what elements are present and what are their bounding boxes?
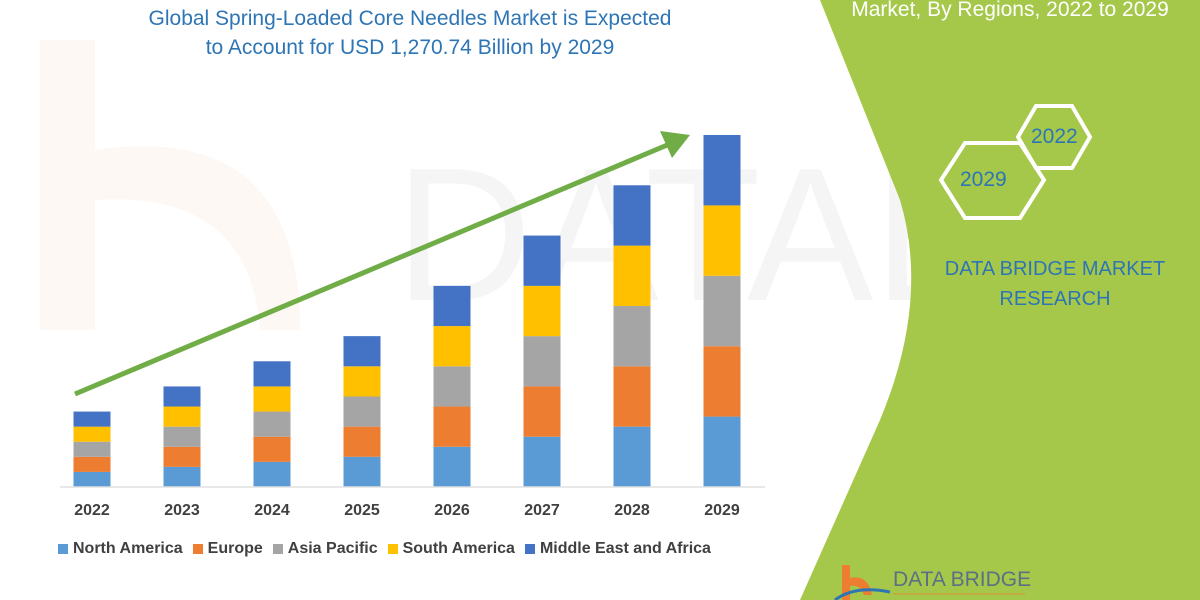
bar-segment-2023-4	[163, 386, 201, 407]
hex-label-2022: 2022	[1031, 125, 1078, 148]
bar-segment-2029-3	[703, 205, 741, 276]
bar-segment-2022-0	[73, 471, 111, 487]
logo-text: DATA BRIDGE	[893, 568, 1032, 591]
bar-segment-2028-2	[613, 305, 651, 367]
legend-item: Middle East and Africa	[524, 540, 711, 558]
bar-segment-2026-1	[433, 406, 471, 447]
bar-segment-2022-4	[73, 411, 111, 427]
bar-segment-2025-0	[343, 456, 381, 487]
bar-segment-2024-4	[253, 361, 291, 387]
bar-segment-2024-3	[253, 386, 291, 412]
legend: North America Europe Asia Pacific South Ame…	[58, 540, 711, 558]
bar-segment-2028-1	[613, 366, 651, 427]
panel-title: Market, By Regions, 2022 to 2029	[851, 0, 1169, 21]
legend-swatch	[272, 544, 283, 554]
bar-segment-2023-2	[163, 426, 201, 447]
legend-label: North America	[73, 540, 183, 557]
bar-segment-2026-2	[433, 366, 471, 407]
bar-segment-2023-0	[163, 466, 201, 487]
x-tick-label: 2027	[524, 502, 560, 519]
bar-segment-2025-4	[343, 336, 381, 367]
trend-arrow	[74, 140, 673, 397]
legend-label: South America	[402, 540, 515, 557]
legend-swatch	[192, 544, 203, 554]
stacked-bar-chart	[73, 135, 741, 487]
brand-line-2: RESEARCH	[999, 288, 1111, 310]
bar-segment-2026-3	[433, 326, 471, 367]
x-tick-label: 2026	[434, 502, 470, 519]
x-tick-label: 2022	[74, 502, 110, 519]
legend-label: Middle East and Africa	[539, 540, 711, 557]
bar-segment-2028-3	[613, 245, 651, 306]
bar-segment-2029-0	[703, 416, 741, 487]
bar-segment-2024-0	[253, 461, 291, 487]
bar-segment-2028-0	[613, 426, 651, 487]
logo-icon	[834, 565, 891, 600]
watermark-logo	[40, 40, 300, 330]
bar-segment-2026-0	[433, 446, 471, 487]
x-tick-label: 2028	[614, 502, 650, 519]
bar-segment-2022-3	[73, 426, 111, 442]
bar-segment-2029-4	[703, 135, 741, 206]
bar-segment-2022-2	[73, 441, 111, 457]
bar-segment-2024-2	[253, 411, 291, 437]
hexagon-2022	[1015, 104, 1093, 170]
bar-segment-2027-3	[523, 285, 561, 337]
bar-segment-2027-0	[523, 436, 561, 487]
legend-item: North America	[58, 540, 183, 558]
bar-segment-2027-1	[523, 386, 561, 437]
x-tick-label: 2023	[164, 502, 200, 519]
x-tick-label: 2029	[704, 502, 740, 519]
legend-item: South America	[387, 540, 515, 558]
right-green-panel	[800, 0, 1200, 600]
legend-swatch	[387, 544, 398, 554]
legend-item: Asia Pacific	[272, 540, 378, 558]
legend-swatch	[524, 544, 535, 554]
bar-segment-2026-4	[433, 285, 471, 327]
bar-segment-2028-4	[613, 185, 651, 246]
legend-label: Europe	[207, 540, 263, 557]
chart-title-line-1: Global Spring-Loaded Core Needles Market…	[148, 7, 672, 30]
legend-label: Asia Pacific	[287, 540, 378, 557]
bar-segment-2024-1	[253, 436, 291, 462]
trend-arrow-head	[660, 131, 690, 158]
bar-segment-2027-2	[523, 336, 561, 387]
legend-swatch	[58, 544, 68, 554]
hex-label-2029: 2029	[960, 168, 1007, 191]
bar-segment-2029-1	[703, 346, 741, 417]
bar-segment-2025-1	[343, 426, 381, 457]
bar-segment-2023-1	[163, 446, 201, 467]
bar-segment-2023-3	[163, 406, 201, 427]
brand-line-1: DATA BRIDGE MARKET	[944, 258, 1166, 280]
x-tick-label: 2025	[344, 502, 380, 519]
brand-name: DATA BRIDGE MARKET RESEARCH	[900, 254, 1200, 314]
x-tick-label: 2024	[254, 502, 290, 519]
chart-title-line-2: to Account for USD 1,270.74 Billion by 2…	[205, 36, 615, 59]
bar-segment-2025-2	[343, 396, 381, 427]
bar-segment-2029-2	[703, 275, 741, 347]
legend-item: Europe	[192, 540, 263, 558]
bar-segment-2025-3	[343, 366, 381, 397]
bar-segment-2027-4	[523, 235, 561, 286]
bar-segment-2022-1	[73, 456, 111, 472]
